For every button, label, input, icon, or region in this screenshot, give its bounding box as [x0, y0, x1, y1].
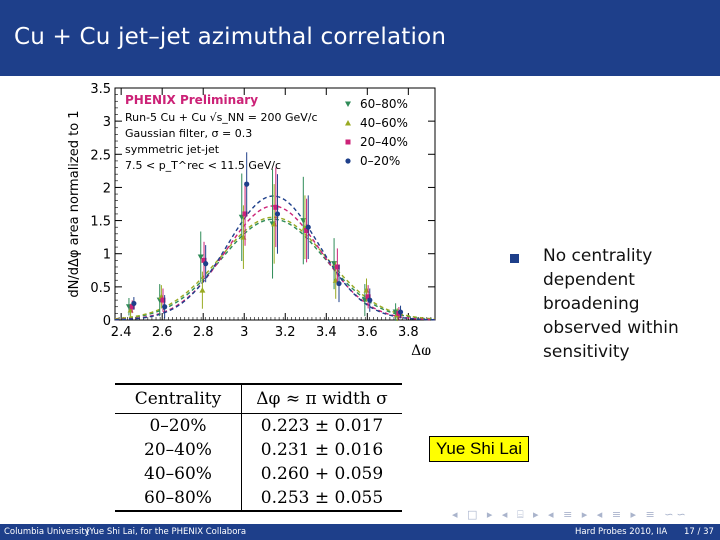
- y-tick-label: 3: [103, 115, 111, 130]
- table-header-row: Centrality Δφ ≈ π width σ: [115, 383, 402, 414]
- annotation-line: Run-5 Cu + Cu √s_NN = 200 GeV/c: [125, 111, 318, 124]
- data-point: [367, 297, 373, 303]
- data-point: [304, 228, 310, 234]
- x-tick-label: 2.8: [193, 325, 214, 340]
- gaussian-fit-curve: [114, 218, 436, 320]
- footer-page-number: 17 / 37: [684, 527, 714, 537]
- data-point: [162, 304, 168, 310]
- university-logo: Columbia University: [4, 527, 90, 537]
- data-point: [131, 300, 137, 307]
- cell-width: 0.260 + 0.059: [260, 464, 384, 484]
- data-point: [345, 139, 351, 145]
- x-axis-label: Δφ: [411, 343, 431, 355]
- footer-conference: Hard Probes 2010, IIA: [575, 527, 668, 537]
- data-point: [199, 287, 206, 293]
- data-point: [242, 211, 248, 217]
- data-point: [273, 204, 279, 210]
- slide-title: Cu + Cu jet–jet azimuthal correlation: [14, 24, 447, 50]
- data-point: [345, 120, 351, 126]
- centrality-width-table: Centrality Δφ ≈ π width σ 0–20% 0.223 ± …: [115, 383, 402, 512]
- data-point: [305, 224, 311, 230]
- plot-legend: 60–80% 40–60% 20–40% 0–20%: [345, 97, 408, 168]
- plot-annotations: PHENIX Preliminary Run-5 Cu + Cu √s_NN = …: [125, 93, 318, 172]
- cell-centrality: 60–80%: [115, 486, 242, 512]
- x-tick-label: 3.2: [275, 325, 296, 340]
- header-width: Δφ ≈ π width σ: [241, 383, 402, 414]
- y-tick-label: 0.5: [90, 281, 111, 296]
- bullet-marker: [510, 254, 519, 263]
- presenter-name-label: Yue Shi Lai: [429, 436, 530, 462]
- y-tick-label: 2: [103, 181, 111, 196]
- plot-axes: 2.4 2.6 2.8 3 3.2 3.4 3.6 3.8 0 0.5 1 1.5 2 2.5 3 3.5 Δφ…: [67, 82, 436, 355]
- y-tick-label: 2.5: [90, 148, 111, 163]
- data-point: [244, 181, 250, 187]
- cell-centrality: 40–60%: [115, 462, 242, 486]
- data-point: [160, 297, 166, 303]
- cell-centrality: 20–40%: [115, 438, 242, 462]
- y-tick-label: 1.5: [90, 215, 111, 230]
- cell-width: 0.223 ± 0.017: [260, 416, 384, 436]
- legend-label: 40–60%: [360, 116, 408, 130]
- data-point: [129, 304, 135, 310]
- y-axis-label: dN/dΔφ area normalized to 1: [67, 110, 82, 297]
- data-point: [274, 211, 281, 217]
- x-tick-label: 3.4: [316, 325, 337, 340]
- legend-label: 0–20%: [360, 154, 400, 168]
- y-tick-label: 0: [103, 314, 111, 329]
- data-point: [197, 254, 204, 261]
- x-tick-label: 3.6: [357, 325, 378, 340]
- data-point: [397, 309, 404, 315]
- x-tick-label: 2.4: [111, 325, 132, 340]
- table-row: 40–60% 0.260 + 0.059: [115, 462, 402, 486]
- beamer-navigation-controls[interactable]: ◂ □ ▸ ◂ ⌸ ▸ ◂ ≡ ▸ ◂ ≡ ▸ ≡ ∽∽: [452, 508, 689, 521]
- cell-centrality: 0–20%: [115, 413, 242, 438]
- legend-label: 60–80%: [360, 97, 408, 111]
- table-row: 20–40% 0.231 ± 0.016: [115, 438, 402, 462]
- data-point: [345, 101, 351, 107]
- data-point: [365, 294, 371, 300]
- data-point: [201, 257, 207, 263]
- data-point: [203, 261, 209, 267]
- header-centrality: Centrality: [115, 383, 242, 414]
- footer-bar: Columbia University (Yue Shi Lai, for th…: [0, 524, 720, 540]
- gaussian-fit-curve: [114, 216, 436, 320]
- legend-label: 20–40%: [360, 135, 408, 149]
- cell-width: 0.253 ± 0.055: [241, 486, 402, 512]
- data-point: [336, 280, 342, 287]
- y-tick-label: 1: [103, 248, 111, 263]
- data-point: [334, 264, 340, 270]
- gaussian-fit-curve: [114, 205, 436, 321]
- table-row: 0–20% 0.223 ± 0.017: [115, 413, 402, 438]
- phenix-preliminary-label: PHENIX Preliminary: [125, 93, 258, 107]
- x-tick-label: 3: [240, 325, 248, 340]
- data-point: [345, 158, 351, 164]
- table-row: 60–80% 0.253 ± 0.055: [115, 486, 402, 512]
- y-tick-label: 3.5: [90, 82, 111, 97]
- correlation-plot: 2.4 2.6 2.8 3 3.2 3.4 3.6 3.8 0 0.5 1 1.5 2 2.5 3 3.5 Δφ…: [67, 82, 436, 355]
- cell-width: 0.231 ± 0.016: [260, 440, 384, 460]
- gaussian-fit-curves: [114, 195, 436, 321]
- x-tick-label: 3.8: [398, 325, 419, 340]
- annotation-line: 7.5 < p_T^rec < 11.5 GeV/c: [125, 159, 281, 172]
- title-bar: Cu + Cu jet–jet azimuthal correlation: [0, 0, 720, 76]
- annotation-line: Gaussian filter, σ = 0.3: [125, 127, 252, 140]
- x-tick-label: 2.6: [152, 325, 173, 340]
- bullet-text: No centrality dependent broadening obser…: [543, 246, 679, 362]
- data-points: [125, 152, 404, 322]
- footer-author: (Yue Shi Lai, for the PHENIX Collabora: [86, 527, 247, 537]
- annotation-line: symmetric jet-jet: [125, 143, 220, 156]
